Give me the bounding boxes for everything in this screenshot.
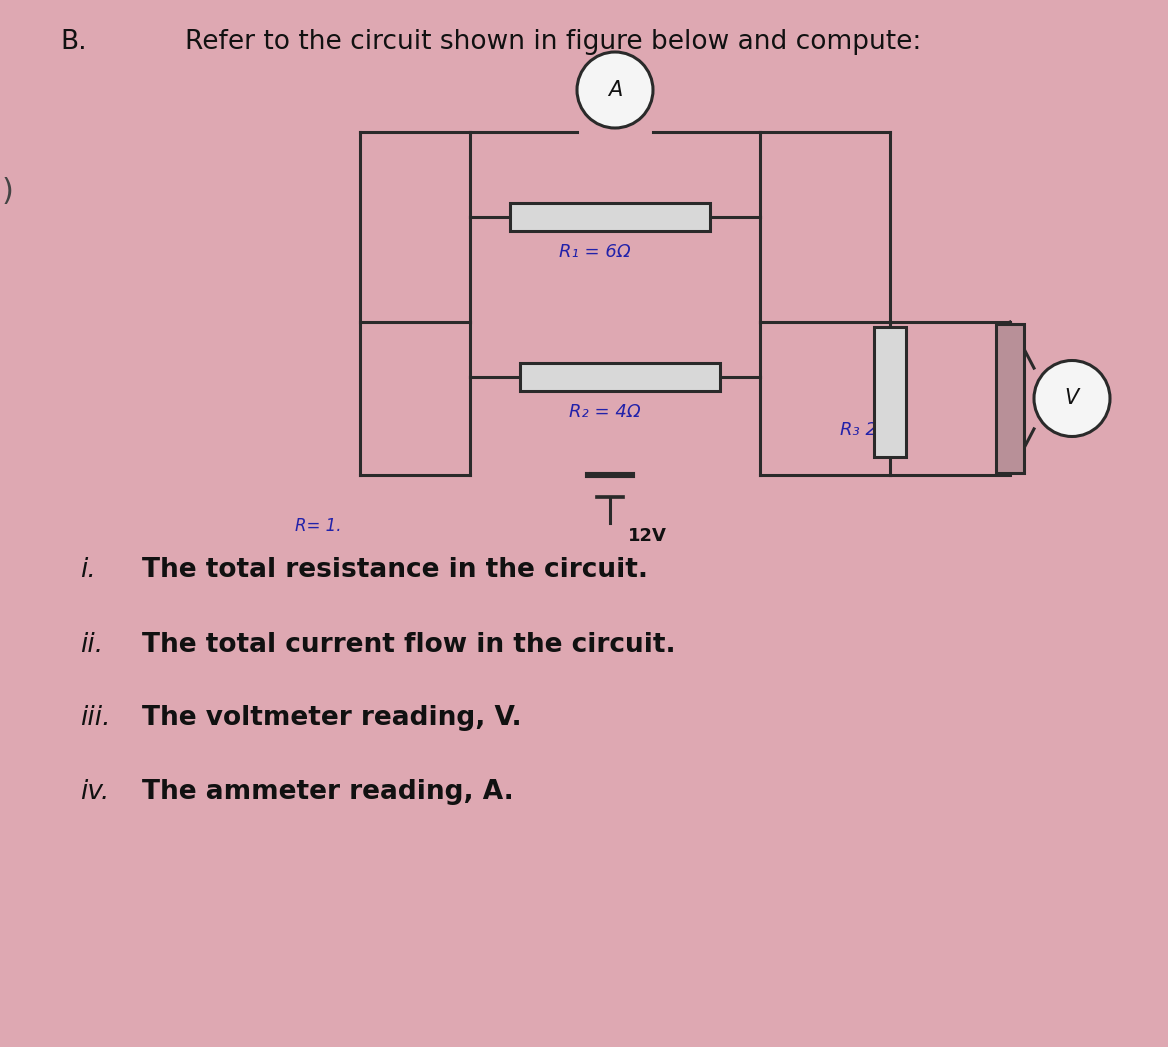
Text: The ammeter reading, A.: The ammeter reading, A. — [142, 779, 514, 805]
Bar — [520, 363, 719, 391]
Text: Refer to the circuit shown in figure below and compute:: Refer to the circuit shown in figure bel… — [185, 29, 922, 55]
Bar — [996, 324, 1024, 473]
Text: 12V: 12V — [628, 527, 667, 545]
Text: V: V — [1065, 388, 1079, 408]
Bar — [874, 327, 906, 456]
Text: The total current flow in the circuit.: The total current flow in the circuit. — [142, 632, 675, 658]
Text: A: A — [607, 80, 623, 101]
Text: The voltmeter reading, V.: The voltmeter reading, V. — [142, 705, 522, 731]
Text: B.: B. — [60, 29, 86, 55]
Bar — [510, 203, 710, 231]
Text: R₂ = 4Ω: R₂ = 4Ω — [569, 403, 641, 421]
Text: ii.: ii. — [79, 632, 103, 658]
Text: The total resistance in the circuit.: The total resistance in the circuit. — [142, 557, 648, 583]
Text: iv.: iv. — [79, 779, 110, 805]
Text: ): ) — [2, 178, 14, 206]
Text: R₁ = 6Ω: R₁ = 6Ω — [559, 243, 631, 261]
Text: R= 1.: R= 1. — [296, 517, 341, 535]
Text: i.: i. — [79, 557, 96, 583]
Text: R₃ 2Ω: R₃ 2Ω — [840, 421, 891, 439]
Circle shape — [577, 52, 653, 128]
Text: iii.: iii. — [79, 705, 111, 731]
Circle shape — [1034, 360, 1110, 437]
